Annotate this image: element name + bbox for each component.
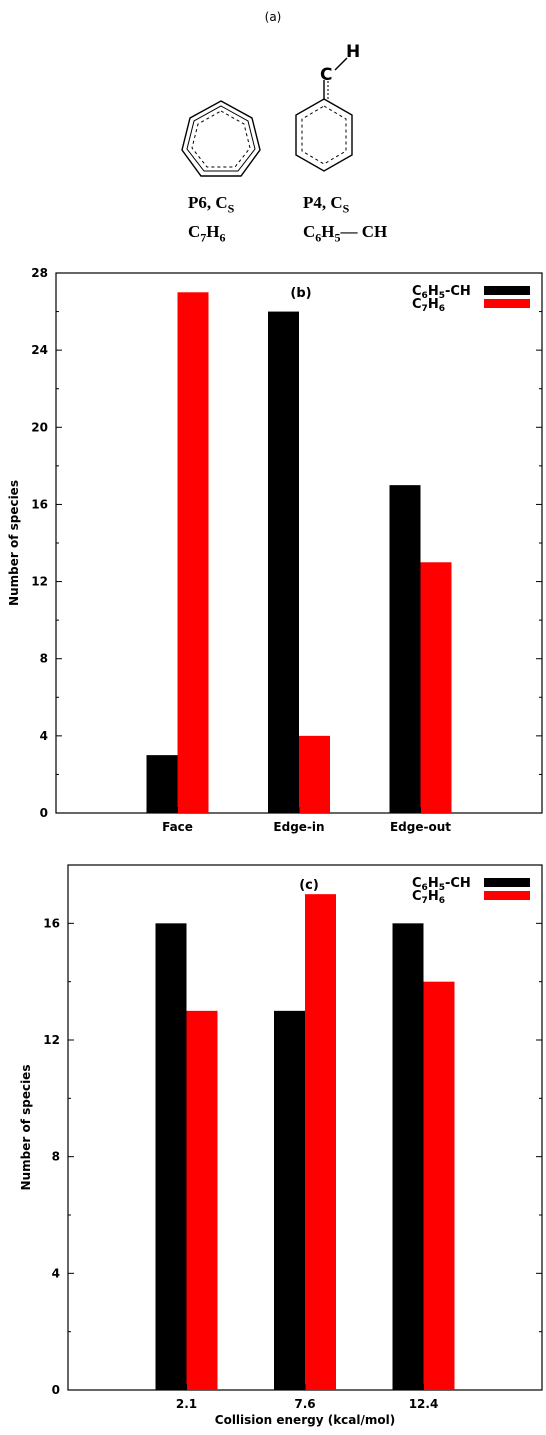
bar-c7h6-Edge-in (299, 735, 330, 813)
carbene-hydrogen-atom: H (346, 42, 360, 62)
legend-label-0: C6H5-CH (412, 284, 471, 301)
p6-formula-h: H (206, 222, 220, 241)
legend-swatch-1 (484, 299, 530, 308)
legend-swatch-1 (484, 891, 530, 900)
x-tick-label: Face (162, 820, 193, 834)
panel-a-tag: (a) (264, 10, 282, 24)
carbene-carbon-atom: C (320, 65, 332, 85)
p4-label: P4, CS (303, 193, 349, 216)
panel-tag: (c) (299, 878, 319, 893)
bar-c6h5ch-12.4 (392, 923, 424, 1390)
y-tick-label: 16 (31, 497, 48, 511)
bar-c7h6-7.6 (305, 894, 336, 1390)
bar-c6h5ch-Face (146, 755, 178, 813)
p4-formula-c: C (303, 222, 316, 241)
bar-c7h6-2.1 (186, 1010, 218, 1390)
y-tick-label: 0 (52, 1383, 60, 1397)
legend-label-0: C6H5-CH (412, 876, 471, 893)
x-tick-label: 7.6 (294, 1397, 315, 1411)
bar-c6h5ch-2.1 (155, 923, 187, 1390)
y-tick-label: 4 (52, 1266, 60, 1280)
p6-formula-c: C (188, 222, 201, 241)
panel-tag: (b) (290, 286, 311, 301)
x-tick-label: 2.1 (176, 1397, 197, 1411)
y-tick-label: 4 (40, 729, 48, 743)
y-tick-label: 28 (31, 266, 48, 280)
p6-symmetry-sub: S (227, 201, 235, 216)
x-tick-label: 12.4 (409, 1397, 439, 1411)
p4-formula: C6H5— CH (303, 222, 387, 245)
p6-formula-h-count: 6 (219, 230, 226, 245)
y-axis-label: Number of species (19, 1065, 33, 1191)
bar-c6h5ch-7.6 (274, 1010, 305, 1390)
p4-formula-suffix: — CH (340, 222, 388, 241)
legend-label-1: C7H6 (412, 889, 445, 906)
p4-formula-h: H (321, 222, 335, 241)
x-axis-label: Collision energy (kcal/mol) (215, 1413, 395, 1427)
bar-c6h5ch-Edge-out (389, 485, 421, 813)
y-tick-label: 12 (31, 575, 48, 589)
bar-c6h5ch-Edge-in (268, 311, 299, 813)
p6-formula: C7H6 (188, 222, 226, 245)
y-tick-label: 8 (52, 1150, 60, 1164)
y-tick-label: 12 (43, 1033, 60, 1047)
molecule-diagrams: C H (181, 42, 360, 177)
p6-name: P6, C (188, 193, 228, 212)
y-tick-label: 16 (43, 916, 60, 930)
y-axis-label: Number of species (7, 480, 21, 606)
chart-c: 0 4 8 12 16 2.1 7.6 12.4 Number of species Collis… (19, 864, 543, 1427)
x-tick-label: Edge-in (273, 820, 324, 834)
bar-c7h6-12.4 (423, 981, 455, 1390)
legend-swatch-0 (484, 286, 530, 295)
legend-swatch-0 (484, 878, 530, 887)
y-tick-label: 20 (31, 420, 48, 434)
p4-symmetry-sub: S (342, 201, 350, 216)
y-tick-label: 24 (31, 343, 48, 357)
bar-c7h6-Face (177, 292, 209, 813)
p6-formula-c-count: 7 (200, 230, 207, 245)
p6-label: P6, CS (188, 193, 234, 216)
y-tick-label: 0 (40, 806, 48, 820)
y-tick-label: 8 (40, 652, 48, 666)
chart-b: 0 4 8 12 16 20 24 28 Face Edge-in Edge-out Number o… (7, 266, 543, 834)
c7h6-ring-structure (181, 100, 261, 177)
bar-c7h6-Edge-out (420, 562, 452, 813)
p4-formula-h-count: 5 (334, 230, 341, 245)
c6h5-ch-structure (295, 57, 353, 172)
x-tick-label: Edge-out (390, 820, 451, 834)
p4-formula-c-count: 6 (315, 230, 322, 245)
p4-name: P4, C (303, 193, 343, 212)
legend-label-1: C7H6 (412, 297, 445, 314)
